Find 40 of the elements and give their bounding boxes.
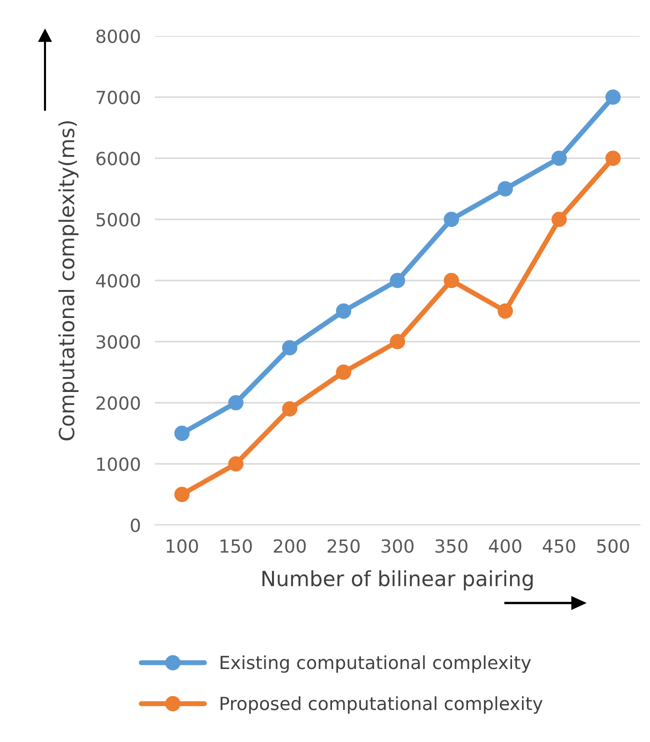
y-tick-label: 2000 — [96, 396, 140, 410]
x-tick-label: 500 — [597, 539, 630, 553]
x-tick-label: 450 — [542, 539, 576, 553]
x-tick-label: 300 — [382, 539, 414, 553]
y-axis-title: Computational complexity(ms) — [58, 121, 78, 440]
point — [282, 401, 298, 416]
point — [390, 272, 406, 288]
point — [228, 395, 244, 410]
x-tick-label: 400 — [488, 539, 522, 553]
point — [336, 364, 352, 380]
point — [336, 303, 352, 319]
x-tick-label: 200 — [274, 539, 306, 553]
point — [174, 486, 190, 502]
point — [228, 456, 244, 472]
y-tick-label: 6000 — [96, 152, 140, 166]
point — [390, 334, 406, 350]
point — [282, 340, 298, 356]
y-tick-label: 1000 — [97, 457, 140, 471]
y-tick-label: 5000 — [96, 212, 140, 226]
x-axis-title: Number of bilinear pairing — [262, 570, 533, 590]
point — [552, 212, 567, 228]
point — [444, 272, 460, 288]
x-tick-label: 250 — [328, 539, 360, 553]
legend-label: Existing computational complexity — [220, 655, 531, 673]
y-tick-label: 8000 — [96, 29, 140, 44]
point — [605, 89, 621, 105]
legend-label: Proposed computational complexity — [220, 696, 543, 714]
point — [444, 212, 460, 228]
x-tick-label: 150 — [220, 539, 252, 553]
point — [498, 181, 513, 196]
x-tick-label: 350 — [436, 539, 468, 553]
point — [605, 150, 621, 166]
point — [174, 426, 190, 441]
y-tick-label: 0 — [130, 518, 140, 532]
x-tick-label: 100 — [166, 539, 198, 553]
point — [498, 303, 513, 319]
point — [552, 150, 567, 166]
y-tick-label: 3000 — [96, 335, 140, 349]
y-tick-label: 4000 — [96, 274, 140, 288]
y-tick-label: 7000 — [96, 90, 140, 104]
